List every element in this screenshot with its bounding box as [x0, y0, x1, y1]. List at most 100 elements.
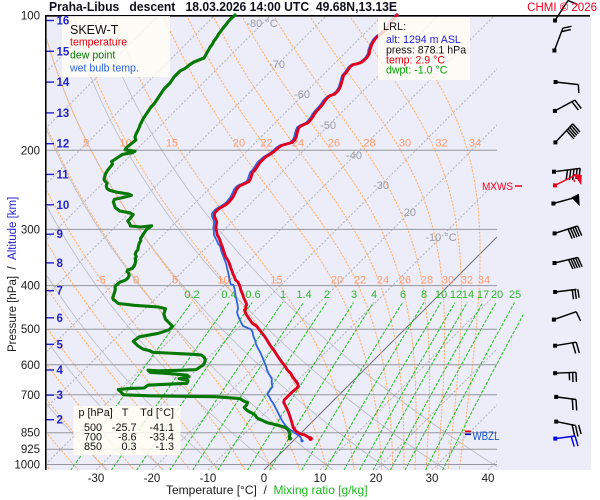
svg-text:28: 28 — [363, 138, 375, 150]
svg-text:20: 20 — [370, 473, 383, 485]
svg-text:-5: -5 — [96, 275, 106, 287]
svg-text:10: 10 — [435, 289, 447, 301]
svg-text:-1.3: -1.3 — [155, 441, 174, 453]
svg-text:8: 8 — [421, 289, 427, 301]
svg-text:500: 500 — [21, 324, 40, 336]
svg-text:20: 20 — [233, 138, 245, 150]
svg-text:-10: -10 — [200, 473, 217, 485]
svg-text:30: 30 — [426, 473, 439, 485]
svg-text:14: 14 — [462, 289, 474, 301]
svg-text:25: 25 — [509, 289, 521, 301]
svg-text:dwpt: -1.0 °C: dwpt: -1.0 °C — [386, 65, 448, 77]
svg-text:-30: -30 — [88, 473, 105, 485]
svg-text:26: 26 — [399, 275, 411, 287]
svg-text:Temperature [°C] / Mixing ra: Temperature [°C] / Mixing ratio [g/kg] — [166, 483, 368, 497]
svg-text:15: 15 — [166, 138, 178, 150]
svg-text:14: 14 — [57, 77, 70, 89]
svg-text:4: 4 — [371, 289, 377, 301]
svg-text:30: 30 — [442, 275, 454, 287]
svg-text:WBZL: WBZL — [473, 431, 501, 443]
svg-text:400: 400 — [21, 281, 40, 293]
svg-text:600: 600 — [21, 360, 40, 372]
svg-text:-80 °C: -80 °C — [246, 18, 277, 30]
svg-text:850: 850 — [84, 441, 102, 453]
svg-text:5: 5 — [57, 339, 64, 351]
svg-text:300: 300 — [21, 224, 40, 236]
svg-text:5: 5 — [83, 138, 89, 150]
svg-text:alt: 1294 m ASL: alt: 1294 m ASL — [386, 34, 461, 46]
svg-text:6: 6 — [57, 313, 63, 325]
svg-text:-30: -30 — [373, 180, 389, 192]
svg-text:2: 2 — [57, 415, 63, 427]
svg-text:700: 700 — [21, 390, 40, 402]
svg-text:Pressure [hPa] / Altitude [k: Pressure [hPa] / Altitude [km] — [7, 197, 19, 352]
svg-text:-60: -60 — [294, 89, 310, 101]
svg-text:dew point: dew point — [70, 50, 115, 62]
svg-text:Praha-Libus descent 18.03.: Praha-Libus descent 18.03.2026 14:00 UTC… — [49, 0, 397, 14]
svg-text:-33.4: -33.4 — [149, 432, 174, 444]
svg-text:34: 34 — [469, 138, 481, 150]
svg-text:-10 °C: -10 °C — [425, 232, 456, 244]
svg-text:4: 4 — [57, 365, 64, 377]
svg-text:15: 15 — [270, 275, 282, 287]
svg-text:22: 22 — [260, 138, 272, 150]
svg-text:-25.7: -25.7 — [112, 422, 137, 434]
svg-text:22: 22 — [354, 275, 366, 287]
svg-text:0.2: 0.2 — [184, 289, 199, 301]
svg-text:12: 12 — [450, 289, 462, 301]
svg-text:-40: -40 — [346, 150, 362, 162]
svg-text:40: 40 — [482, 473, 495, 485]
svg-text:32: 32 — [461, 275, 473, 287]
svg-text:34: 34 — [478, 275, 490, 287]
svg-text:11: 11 — [57, 169, 70, 181]
svg-text:-8.6: -8.6 — [118, 432, 137, 444]
svg-text:temperature: temperature — [70, 37, 127, 49]
svg-text:0: 0 — [261, 473, 267, 485]
svg-text:2: 2 — [324, 289, 330, 301]
svg-text:925: 925 — [21, 444, 40, 456]
svg-text:10: 10 — [217, 275, 229, 287]
svg-text:32: 32 — [435, 138, 447, 150]
svg-text:p [hPa] T Td [°C]: p [hPa] T Td [°C] — [79, 407, 175, 419]
svg-text:1: 1 — [280, 289, 286, 301]
svg-text:17: 17 — [477, 289, 489, 301]
svg-text:-70: -70 — [269, 59, 285, 71]
svg-text:8: 8 — [57, 258, 64, 270]
svg-text:7: 7 — [57, 286, 63, 298]
svg-text:10: 10 — [314, 473, 327, 485]
svg-text:10: 10 — [57, 200, 70, 212]
svg-text:press: 878.1 hPa: press: 878.1 hPa — [386, 45, 466, 57]
svg-text:-20: -20 — [144, 473, 161, 485]
svg-text:100: 100 — [21, 11, 40, 23]
svg-text:9: 9 — [57, 229, 63, 241]
svg-text:26: 26 — [328, 138, 340, 150]
svg-text:3: 3 — [57, 390, 63, 402]
svg-text:wet bulb temp.: wet bulb temp. — [69, 63, 139, 75]
svg-text:850: 850 — [21, 428, 40, 440]
svg-text:0.6: 0.6 — [245, 289, 260, 301]
svg-text:15: 15 — [57, 46, 70, 58]
svg-text:16: 16 — [57, 16, 70, 28]
svg-text:30: 30 — [399, 138, 411, 150]
svg-text:SKEW-T: SKEW-T — [70, 23, 119, 37]
svg-text:700: 700 — [84, 432, 102, 444]
svg-text:MXWS: MXWS — [482, 181, 513, 193]
svg-text:28: 28 — [421, 275, 433, 287]
svg-text:0: 0 — [133, 275, 139, 287]
svg-text:-41.1: -41.1 — [149, 422, 174, 434]
svg-text:1.4: 1.4 — [296, 289, 311, 301]
svg-text:20: 20 — [331, 275, 343, 287]
svg-text:24: 24 — [377, 275, 389, 287]
svg-text:temp: 2.9 °C: temp: 2.9 °C — [386, 55, 445, 67]
svg-text:20: 20 — [491, 289, 503, 301]
svg-text:CHMI © 2026: CHMI © 2026 — [527, 2, 597, 14]
svg-text:-50: -50 — [320, 120, 336, 132]
svg-text:5: 5 — [172, 275, 178, 287]
svg-text:LRL:: LRL: — [383, 21, 406, 33]
svg-text:-20: -20 — [400, 207, 416, 219]
svg-text:0.4: 0.4 — [221, 289, 236, 301]
svg-text:13: 13 — [57, 108, 70, 120]
svg-text:12: 12 — [57, 139, 70, 151]
svg-text:500: 500 — [84, 422, 102, 434]
svg-text:200: 200 — [21, 145, 40, 157]
